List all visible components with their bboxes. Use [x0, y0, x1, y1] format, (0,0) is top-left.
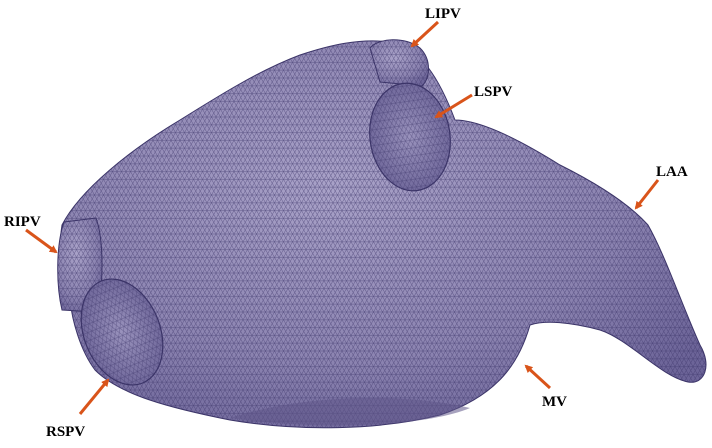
- label-rspv: RSPV: [46, 424, 85, 440]
- atrium-body: [59, 40, 707, 429]
- arrow-rspv: [78, 378, 110, 415]
- label-ripv: RIPV: [4, 214, 41, 230]
- arrow-ripv: [25, 228, 58, 254]
- annotation-labels: LIPV LSPV LAA RIPV RSPV MV: [4, 6, 688, 440]
- arrow-lspv: [434, 93, 473, 119]
- lipv-vein: [369, 39, 429, 87]
- mitral-valve-region: [230, 397, 470, 426]
- annotation-arrows: [25, 20, 660, 415]
- rspv-ostium: [80, 278, 164, 386]
- lspv-ostium: [369, 82, 451, 192]
- label-laa: LAA: [656, 164, 688, 180]
- arrow-laa: [634, 179, 660, 210]
- label-lspv: LSPV: [474, 84, 513, 100]
- label-lipv: LIPV: [425, 6, 461, 22]
- label-mv: MV: [542, 394, 567, 410]
- arrow-lipv: [410, 20, 440, 48]
- arrow-mv: [524, 364, 552, 390]
- atrium-body-mesh: [60, 40, 707, 428]
